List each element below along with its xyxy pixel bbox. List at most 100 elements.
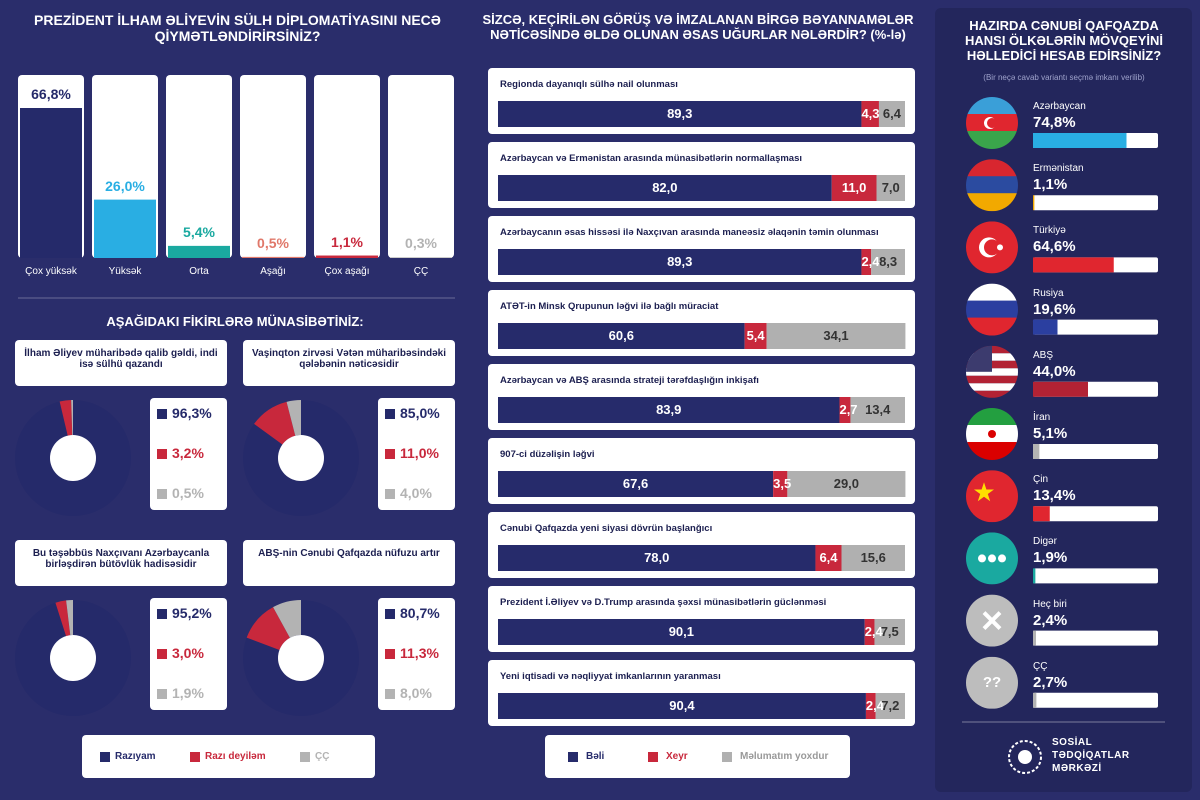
legend-swatch bbox=[100, 752, 110, 762]
bar-track bbox=[1033, 195, 1158, 211]
legend-swatch bbox=[157, 689, 167, 699]
chart-title: SİZCƏ, KEÇİRİLƏN GÖRÜŞ VƏ İMZALANAN BİRG… bbox=[482, 12, 914, 42]
value-label: 90,4 bbox=[669, 698, 695, 713]
bar bbox=[1033, 319, 1058, 335]
bar bbox=[1033, 630, 1036, 646]
value-label: 7,0 bbox=[881, 180, 900, 195]
donut-slice bbox=[66, 600, 73, 636]
section-title: AŞAĞIDAKI FİKİRLƏRƏ MÜNASİBƏTİNİZ: bbox=[106, 314, 364, 329]
value-label: 44,0% bbox=[1033, 362, 1076, 380]
category-label: Aşağı bbox=[260, 266, 286, 277]
value-label: 7,5 bbox=[880, 624, 899, 639]
flag-part bbox=[966, 300, 1018, 319]
donut-slice bbox=[14, 600, 131, 716]
bar-segment bbox=[841, 545, 905, 571]
value-label: 3,0% bbox=[172, 645, 204, 661]
donut-hole bbox=[50, 435, 96, 481]
category-label: Cənubi Qafqazda yeni siyasi dövrün başla… bbox=[500, 523, 713, 534]
value-label: 13,4% bbox=[1033, 487, 1076, 505]
flag-part bbox=[966, 383, 1018, 391]
flag-part bbox=[998, 554, 1006, 563]
category-label: Yüksək bbox=[108, 266, 142, 277]
category-label: ATƏT-in Minsk Qrupunun ləğvi ilə bağlı m… bbox=[500, 301, 719, 312]
bar-segment bbox=[498, 693, 866, 719]
legend-swatch bbox=[157, 489, 167, 499]
legend-swatch bbox=[157, 649, 167, 659]
category-label: ABŞ bbox=[1033, 349, 1054, 361]
donut-slice bbox=[286, 400, 301, 436]
legend bbox=[82, 735, 375, 778]
panel-title: ABŞ-nin Cənubi Qafqazda nüfuzu artır bbox=[258, 548, 440, 559]
legend-card bbox=[378, 598, 455, 710]
donut-slice bbox=[71, 400, 73, 436]
value-label: 2,4 bbox=[861, 254, 880, 269]
value-label: 2,7 bbox=[839, 402, 858, 417]
chart-title: HAZIRDA CƏNUBİ QAFQAZDA HANSI ÖLKƏLƏRİN … bbox=[965, 18, 1163, 63]
legend-swatch bbox=[385, 609, 395, 619]
flag bbox=[966, 594, 1018, 647]
legend-swatch bbox=[157, 409, 167, 419]
bar-segment bbox=[498, 471, 774, 497]
bar bbox=[1033, 257, 1114, 273]
bar bbox=[168, 245, 230, 258]
bar bbox=[1033, 568, 1036, 584]
bar-track bbox=[1033, 568, 1158, 584]
flag-part bbox=[966, 368, 1018, 376]
bar bbox=[242, 256, 304, 258]
value-label: 34,1 bbox=[823, 328, 849, 343]
category-label: Rusiya bbox=[1033, 287, 1064, 299]
value-label: 1,9% bbox=[172, 685, 204, 701]
bar bbox=[316, 255, 378, 258]
value-label: 85,0% bbox=[400, 405, 440, 421]
legend-label: ÇÇ bbox=[315, 751, 330, 762]
legend-swatch bbox=[157, 449, 167, 459]
donut-hole bbox=[278, 635, 324, 681]
value-label: 5,1% bbox=[1033, 425, 1068, 442]
value-label: 96,3% bbox=[172, 405, 212, 421]
category-label: Türkiyə bbox=[1033, 225, 1066, 237]
category-label: Prezident İ.Əliyev və D.Trump arasında ş… bbox=[500, 597, 827, 608]
icon-label: ?? bbox=[982, 673, 1002, 691]
bar-track bbox=[1033, 319, 1158, 335]
value-label: 29,0 bbox=[833, 476, 860, 491]
bar-track bbox=[1033, 506, 1158, 522]
legend-label: Bəli bbox=[586, 751, 605, 762]
flag-part bbox=[966, 390, 1018, 398]
donut-slice bbox=[254, 401, 296, 445]
bar-segment bbox=[498, 397, 840, 423]
bar bbox=[1033, 444, 1040, 459]
legend-swatch bbox=[385, 449, 395, 459]
value-label: 60,6 bbox=[608, 328, 634, 343]
card bbox=[166, 75, 232, 258]
card bbox=[314, 75, 380, 258]
flag bbox=[966, 221, 1018, 274]
bar-segment bbox=[876, 175, 905, 201]
flag-part bbox=[966, 97, 1018, 115]
flag bbox=[966, 97, 1018, 149]
donut-slice bbox=[59, 400, 73, 436]
category-label: Çox yüksək bbox=[25, 266, 77, 277]
legend-swatch bbox=[190, 752, 200, 762]
bar-segment bbox=[871, 249, 905, 275]
flag-part bbox=[966, 131, 1018, 149]
value-label: 8,0% bbox=[400, 685, 432, 701]
logo bbox=[1018, 750, 1032, 764]
value-label: 5,4% bbox=[183, 223, 215, 240]
flag-part bbox=[987, 118, 997, 128]
bar bbox=[390, 257, 452, 258]
category-label: Azərbaycan bbox=[1033, 101, 1086, 112]
donut-slice bbox=[242, 600, 359, 717]
legend-swatch bbox=[385, 409, 395, 419]
value-label: 26,0% bbox=[105, 177, 145, 194]
category-label: ÇÇ bbox=[413, 266, 429, 277]
title-card bbox=[15, 540, 227, 586]
legend-label: Məlumatım yoxdur bbox=[740, 751, 829, 762]
legend-swatch bbox=[385, 649, 395, 659]
card bbox=[240, 75, 306, 258]
donut-slice bbox=[242, 400, 360, 516]
donut-slice bbox=[55, 600, 71, 637]
value-label: 3,2% bbox=[172, 445, 204, 461]
title-card bbox=[243, 540, 455, 586]
category-label: Çox aşağı bbox=[324, 266, 370, 277]
